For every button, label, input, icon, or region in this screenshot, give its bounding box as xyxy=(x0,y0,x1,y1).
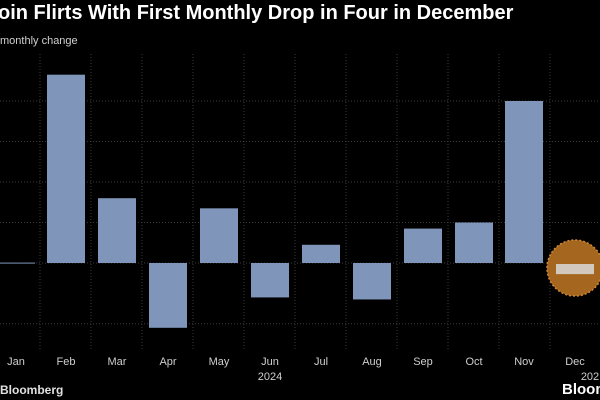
bar-mar xyxy=(98,198,136,263)
bar-aug xyxy=(353,263,391,300)
brand-label: Bloom xyxy=(562,381,600,398)
bars xyxy=(0,74,600,328)
bar-nov xyxy=(505,101,543,263)
x-axis-ticks: Jan Feb Mar Apr May Jun Jul Aug Sep Oct Nov Dec 2024… xyxy=(7,356,599,383)
x-tick-label: Apr xyxy=(159,356,176,368)
grid-lines xyxy=(0,54,600,350)
x-tick-label: Jul xyxy=(314,356,328,368)
chart-subtitle: monthly change xyxy=(0,35,78,47)
bar-jul xyxy=(302,244,340,263)
x-tick-label: Nov xyxy=(514,356,534,368)
bar-jan xyxy=(0,262,35,264)
x-tick-label: Oct xyxy=(465,356,482,368)
bar-may xyxy=(200,208,238,263)
x-tick-label: Sep xyxy=(413,356,433,368)
chart-title: oin Flirts With First Monthly Drop in Fo… xyxy=(0,2,514,24)
bar-dec xyxy=(556,264,594,275)
x-tick-label: Mar xyxy=(108,356,127,368)
x-tick-label: Dec xyxy=(565,356,585,368)
x-tick-label: Jan xyxy=(7,356,25,368)
x-tick-label: May xyxy=(209,356,230,368)
x-year-label: 2024 xyxy=(258,371,282,383)
source-label: Bloomberg xyxy=(0,383,64,397)
bar-feb xyxy=(47,74,85,263)
bar-sep xyxy=(404,228,442,263)
bar-apr xyxy=(149,263,187,328)
x-year-label: 202 xyxy=(581,371,599,383)
x-tick-label: Feb xyxy=(57,356,76,368)
x-tick-label: Aug xyxy=(362,356,382,368)
x-tick-label: Jun xyxy=(261,356,279,368)
bar-jun xyxy=(251,263,289,298)
bar-oct xyxy=(455,222,493,263)
